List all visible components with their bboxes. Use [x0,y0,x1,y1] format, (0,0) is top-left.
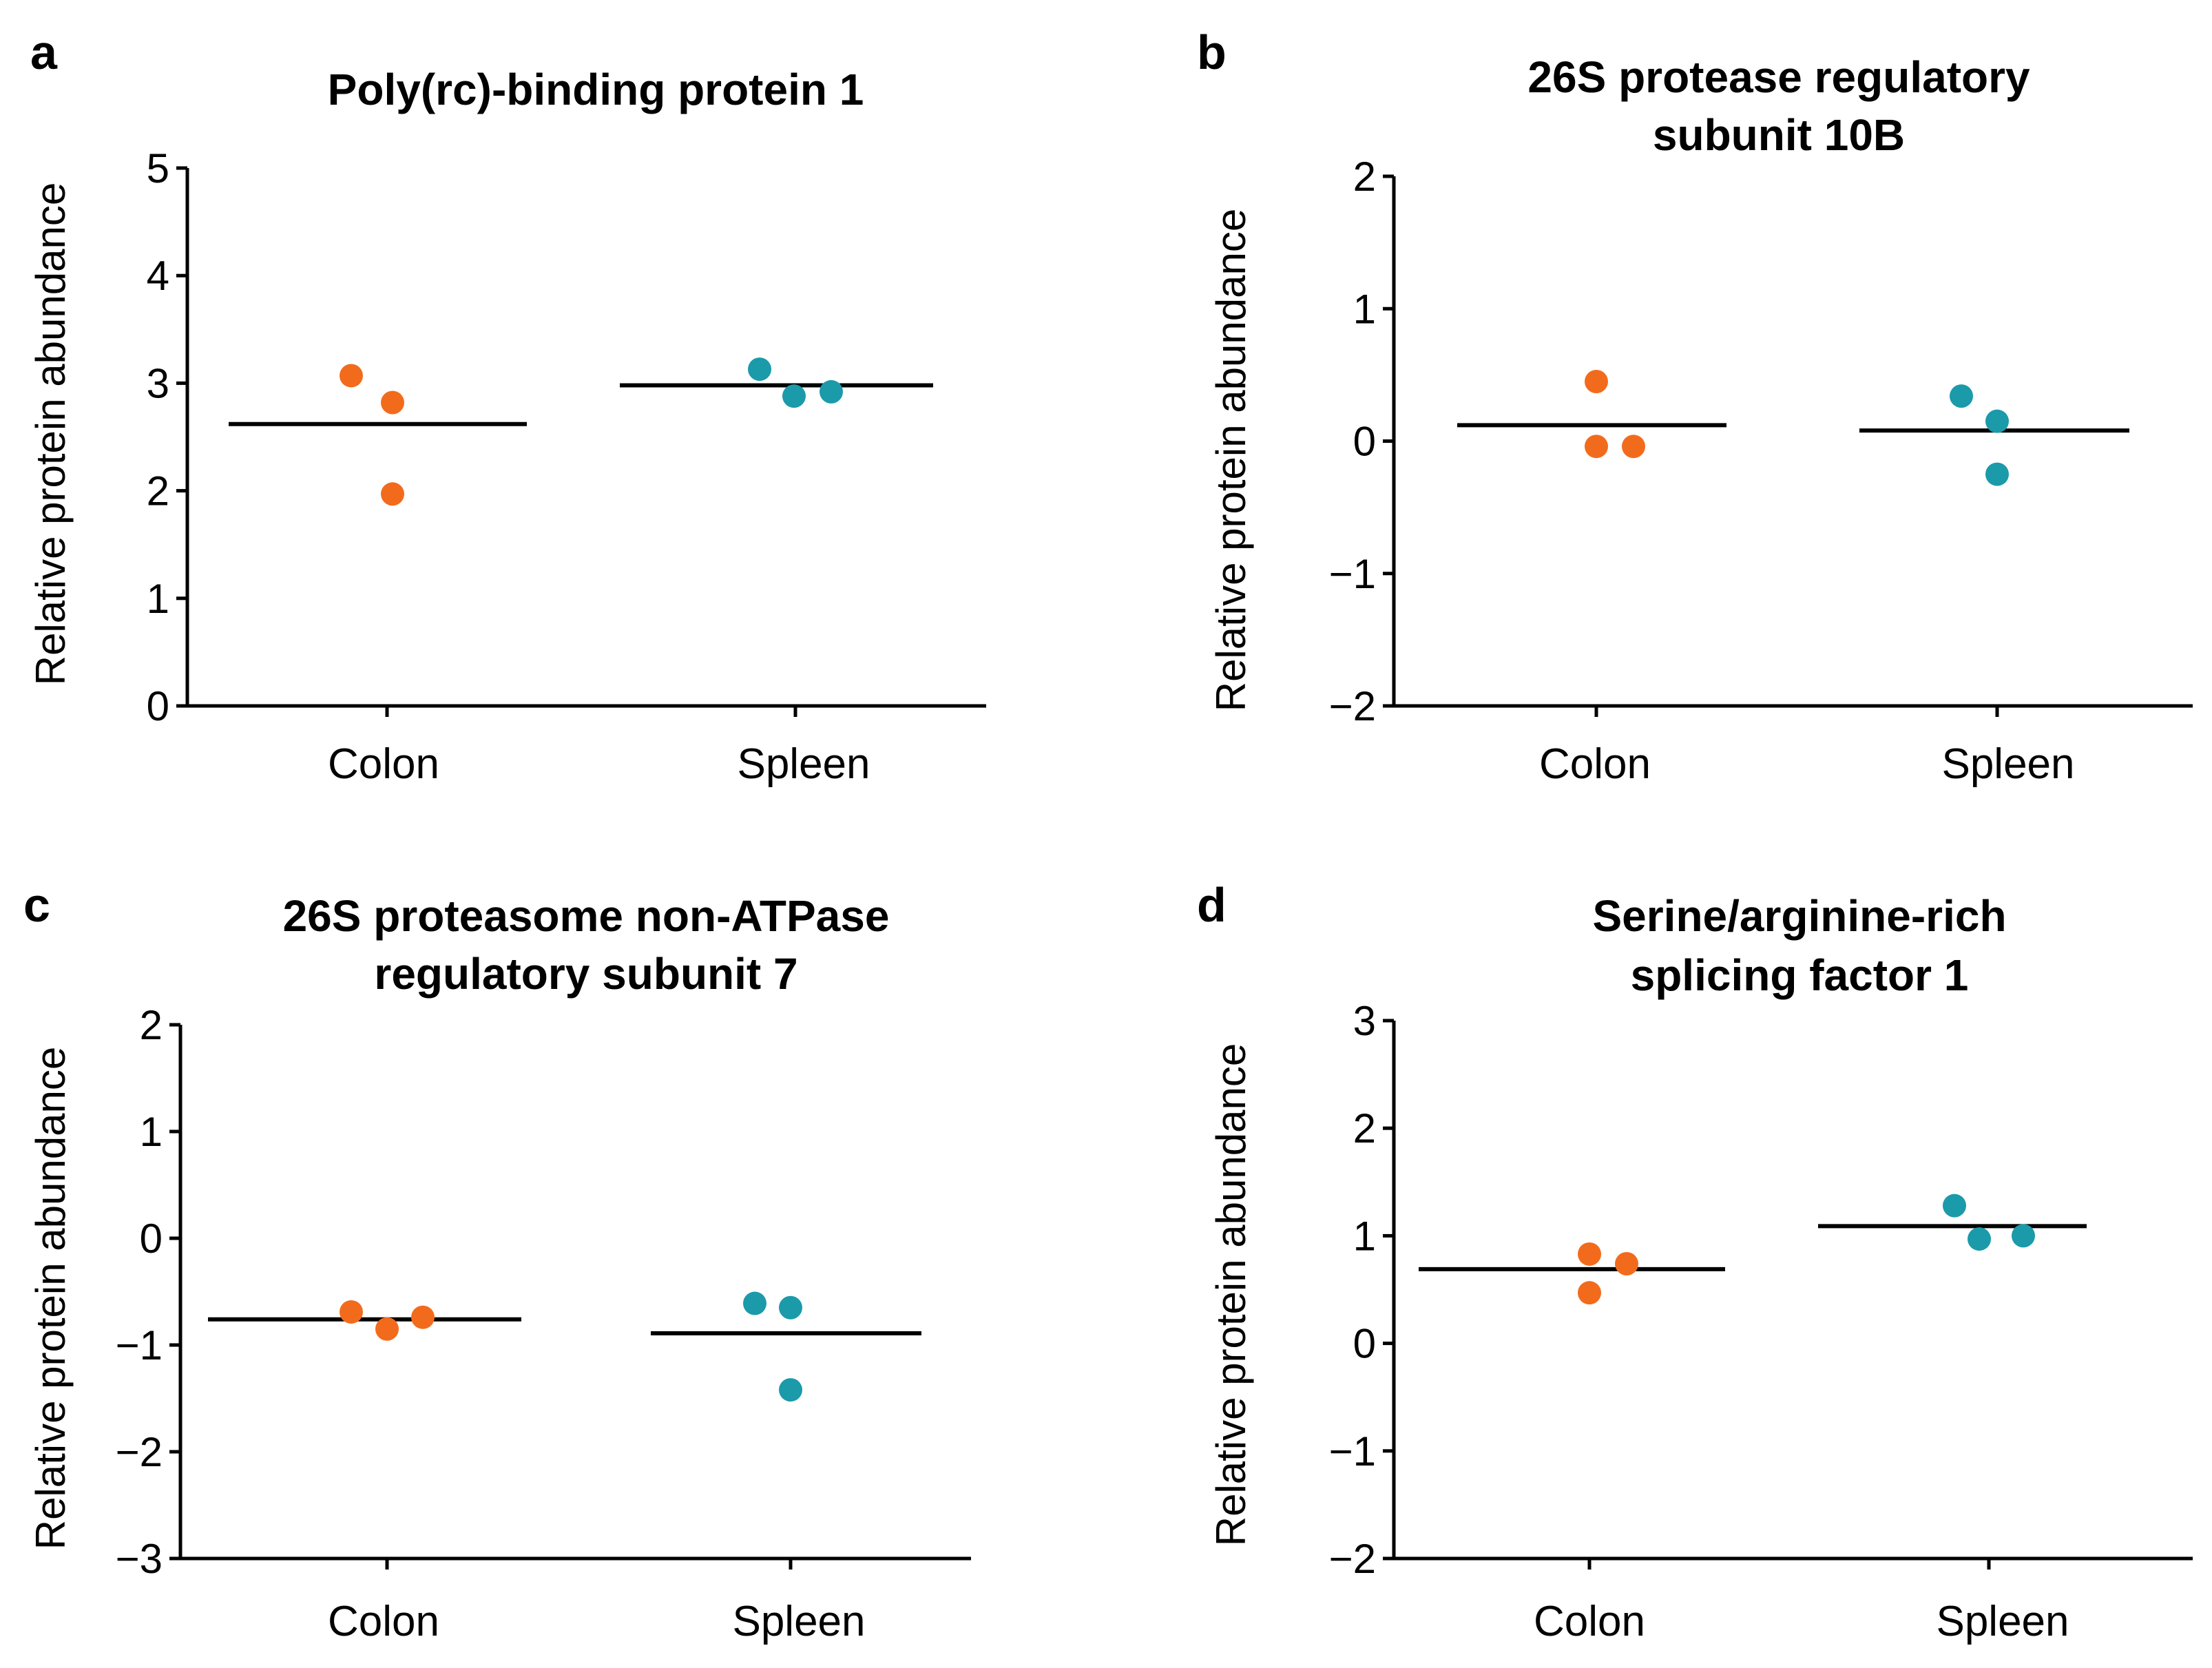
y-tick-label: −1 [1329,1428,1376,1474]
y-axis-label: Relative protein abundance [1208,209,1254,712]
y-tick-label: 1 [1353,286,1376,332]
category-label-spleen: Spleen [1941,740,2074,788]
data-point-colon [1615,1252,1638,1276]
panel-label: b [1197,25,1227,79]
y-tick-label: 1 [1353,1213,1376,1259]
data-point-colon [1585,369,1608,393]
data-point-colon [1622,435,1645,459]
data-point-spleen [2012,1224,2035,1248]
y-tick-label: 3 [1353,998,1376,1044]
data-point-colon [340,1300,363,1324]
panel-label: a [30,25,58,79]
y-tick-label: 4 [147,253,169,299]
y-tick-label: 0 [147,683,169,729]
y-tick-label: −2 [1329,1536,1376,1582]
y-tick-label: 0 [1353,419,1376,465]
plot-area: −2 −1 0 1 2 3 [1329,998,2193,1582]
y-tick-label: 2 [1353,154,1376,200]
data-point-colon [411,1305,435,1329]
y-tick-label: 1 [140,1109,163,1155]
panel-label: c [23,878,50,932]
y-tick-label: −2 [1329,683,1376,729]
y-tick-label: 2 [147,468,169,514]
data-point-spleen [748,357,771,382]
data-point-spleen [1968,1227,1991,1251]
chart-title-line-1: Serine/arginine-rich [1592,891,2006,941]
y-tick-label: 5 [147,145,169,191]
y-tick-label: 3 [147,360,169,406]
data-point-colon [375,1317,399,1341]
panel-d: d Serine/arginine-rich splicing factor 1… [1197,878,2193,1645]
data-point-spleen [1950,384,1973,408]
chart-title: Poly(rc)-binding protein 1 [328,65,864,114]
category-label-colon: Colon [328,740,439,788]
plot-area: −3 −2 −1 0 1 2 [116,1002,971,1582]
category-label-spleen: Spleen [737,740,870,788]
plot-area: −2 −1 0 1 2 [1329,154,2193,729]
data-point-colon [1578,1242,1601,1266]
panel-a: a Poly(rc)-binding protein 1 Relative pr… [28,25,986,788]
data-point-spleen [779,1295,802,1320]
y-axis-label: Relative protein abundance [28,1047,74,1550]
data-point-colon [1578,1281,1601,1305]
data-point-spleen [743,1291,766,1315]
y-tick-label: −1 [1329,551,1376,597]
y-tick-label: 1 [147,576,169,622]
chart-title-line-2: regulatory subunit 7 [374,949,797,999]
chart-title-line-2: splicing factor 1 [1631,950,1969,1000]
data-point-spleen [782,384,806,408]
data-point-colon [340,364,363,388]
y-tick-label: 2 [140,1002,163,1048]
category-label-spleen: Spleen [732,1598,865,1645]
data-point-spleen [779,1378,802,1402]
data-point-colon [381,482,404,506]
plot-area: 0 1 2 3 4 5 [147,145,986,729]
chart-title-line-1: 26S protease regulatory [1527,52,2030,102]
data-point-colon [381,390,404,415]
panel-b: b 26S protease regulatory subunit 10B Re… [1197,25,2193,788]
y-tick-label: −3 [116,1536,163,1582]
y-tick-label: −1 [116,1322,163,1368]
y-axis-label: Relative protein abundance [28,183,74,686]
data-point-spleen [820,379,843,404]
data-point-spleen [1985,462,2009,486]
y-tick-label: 0 [140,1216,163,1262]
y-tick-label: −2 [116,1429,163,1475]
y-axis-label: Relative protein abundance [1208,1043,1254,1547]
data-point-spleen [1943,1193,1966,1218]
data-point-spleen [1985,409,2009,433]
category-label-colon: Colon [1539,740,1651,788]
category-label-colon: Colon [328,1598,439,1645]
category-label-colon: Colon [1534,1598,1645,1645]
y-tick-label: 0 [1353,1321,1376,1367]
category-label-spleen: Spleen [1936,1598,2069,1645]
panel-c: c 26S proteasome non-ATPase regulatory s… [23,878,971,1645]
y-tick-label: 2 [1353,1105,1376,1151]
chart-title-line-2: subunit 10B [1653,110,1905,160]
chart-title-line-1: 26S proteasome non-ATPase [283,891,890,941]
panel-label: d [1197,878,1227,932]
data-point-colon [1585,435,1608,459]
